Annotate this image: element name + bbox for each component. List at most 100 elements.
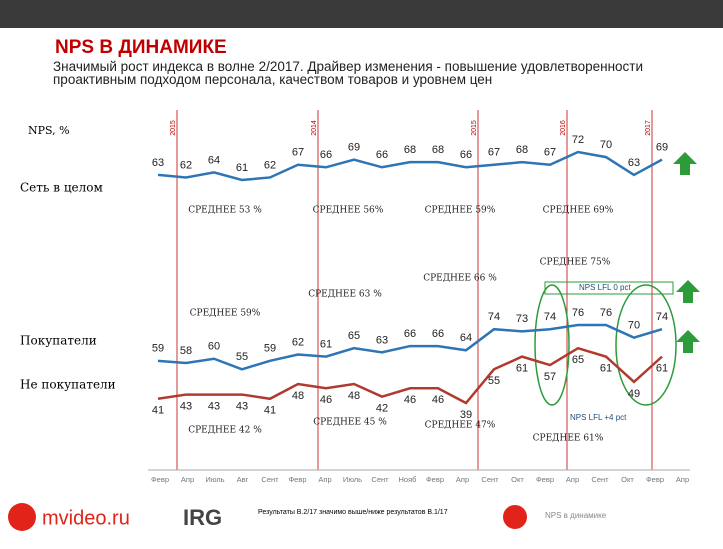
data-label: 61 [236,162,248,174]
x-tick-label: Сент [591,475,609,484]
data-label: 64 [208,154,220,166]
data-label: 43 [208,400,220,412]
x-tick-label: Апр [456,475,469,484]
data-label: 66 [404,328,416,340]
average-label: СРЕДНЕЕ 69% [543,206,614,216]
average-label: СРЕДНЕЕ 53 % [188,206,262,216]
data-label: 55 [236,351,248,363]
year-label: 2015 [471,120,478,136]
data-label: 65 [572,354,584,366]
data-label: 43 [236,400,248,412]
x-tick-label: Сент [261,475,279,484]
data-label: 61 [656,363,668,375]
page-name: NPS в динамике [545,511,607,520]
data-label: 62 [292,336,304,348]
x-tick-label: Июль [205,475,224,484]
footnote: Результаты В.2/17 значимо выше/ниже резу… [258,509,448,516]
data-label: 69 [656,142,668,154]
x-tick-label: Февр [426,475,444,484]
data-label: 46 [404,394,416,406]
x-tick-label: Февр [151,475,169,484]
x-tick-label: Авг [237,475,249,484]
data-label: 61 [320,339,332,351]
average-label: СРЕДНЕЕ 45 % [313,418,387,428]
data-label: 46 [432,394,444,406]
data-label: 60 [208,341,220,353]
data-label: 72 [572,134,584,146]
data-label: 76 [572,307,584,319]
logo-icon [503,505,527,529]
data-label: 66 [376,149,388,161]
data-label: 74 [656,311,668,323]
x-tick-label: Нояб [399,475,417,484]
data-label: 64 [460,332,472,344]
data-label: 39 [460,409,472,421]
data-label: 70 [600,139,612,151]
series-label: Покупатели [20,334,97,348]
series-label: Сеть в целом [20,181,103,195]
data-label: 46 [320,394,332,406]
data-label: 69 [348,142,360,154]
x-tick-label: Апр [318,475,331,484]
average-label: СРЕДНЕЕ 59% [190,309,261,319]
data-label: 43 [180,400,192,412]
data-label: 65 [348,330,360,342]
annotation: NPS LFL 0 pct [579,283,632,292]
data-label: 67 [292,147,304,159]
x-tick-label: Сент [371,475,389,484]
data-label: 66 [432,328,444,340]
arrows [673,152,700,353]
average-label: СРЕДНЕЕ 56% [313,206,384,216]
line [157,346,663,405]
average-label: СРЕДНЕЕ 59% [425,206,496,216]
year-separators [176,110,653,470]
data-label: 63 [376,334,388,346]
data-label: 41 [152,405,164,417]
x-tick-label: Июль [343,475,362,484]
average-label: СРЕДНЕЕ 63 % [308,290,382,300]
data-label: 73 [516,313,528,325]
x-tick-label: Апр [181,475,194,484]
top-band [0,0,723,28]
data-label: 55 [488,375,500,387]
line [157,150,663,182]
data-label: 57 [544,371,556,383]
data-label: 63 [152,157,164,169]
data-label: 74 [488,311,500,323]
data-label: 62 [180,159,192,171]
highlight [534,284,570,406]
data-label: 68 [432,144,444,156]
data-label: 59 [152,343,164,355]
x-tick-label: Февр [646,475,664,484]
year-label: 2017 [645,120,652,136]
year-label: 2014 [311,120,318,136]
series-label: Не покупатели [20,378,116,392]
average-label: СРЕДНЕЕ 47% [425,421,496,431]
x-tick-label: Апр [566,475,579,484]
data-label: 68 [516,144,528,156]
logo-icon [8,503,36,531]
line [157,323,663,371]
data-label: 74 [544,311,556,323]
subtitle: Значимый рост индекса в волне 2/2017. Др… [53,60,644,87]
data-label: 63 [628,157,640,169]
annotation: NPS LFL +4 pct [570,413,627,422]
average-label: СРЕДНЕЕ 61% [533,434,604,444]
data-label: 42 [376,403,388,415]
data-label: 61 [600,363,612,375]
highlight [615,284,677,406]
average-label: СРЕДНЕЕ 42 % [188,426,262,436]
data-label: 58 [180,345,192,357]
data-label: 61 [516,363,528,375]
x-tick-label: Февр [288,475,306,484]
logo: mvideo.ru [42,507,130,529]
x-tick-label: Апр [676,475,689,484]
data-label: 67 [488,147,500,159]
data-label: 70 [628,320,640,332]
average-label: СРЕДНЕЕ 75% [540,258,611,268]
data-label: 68 [404,144,416,156]
data-label: 67 [544,147,556,159]
x-tick-label: Окт [511,475,524,484]
average-label: СРЕДНЕЕ 66 % [423,274,497,284]
